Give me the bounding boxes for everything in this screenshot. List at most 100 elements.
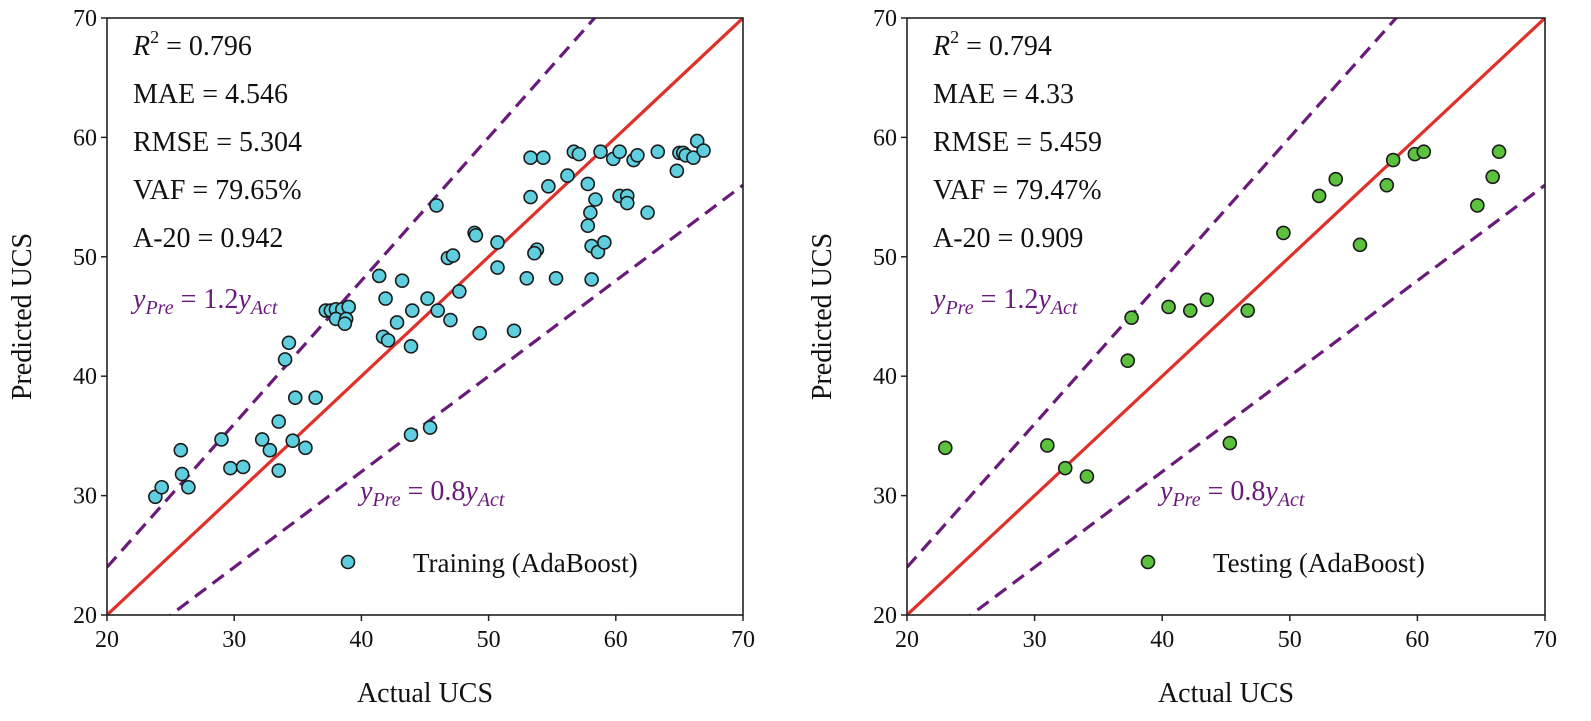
data-point (593, 144, 608, 160)
data-point (298, 440, 313, 456)
eq-subscript: Act (476, 489, 505, 511)
plot-frame (106, 17, 744, 616)
data-point (937, 440, 953, 456)
eq-y: y (1035, 284, 1051, 315)
eq-coefficient: = 1.2 (974, 284, 1039, 315)
data-point (1182, 303, 1198, 318)
data-point (173, 442, 189, 458)
r2-value: = 0.794 (959, 31, 1052, 62)
identity-line (907, 18, 1545, 615)
data-point (1079, 469, 1095, 484)
x-tick-label: 50 (477, 627, 501, 653)
legend-marker (340, 554, 356, 570)
data-point (271, 414, 287, 429)
data-point (430, 303, 446, 318)
data-point (1276, 225, 1291, 241)
eq-subscript: Act (1276, 489, 1305, 511)
data-point (630, 148, 645, 163)
chart-panel-2: 20 30 40 50 60 70 20 30 40 50 60 70 Actual UCS Predic… (807, 6, 1557, 709)
data-point (1385, 152, 1401, 168)
lower-bound-line (968, 183, 1545, 615)
eq-subscript: Act (249, 297, 278, 319)
data-point (588, 192, 603, 207)
eq-subscript: Pre (1171, 489, 1200, 511)
data-point (235, 459, 251, 475)
data-point (277, 352, 293, 367)
data-point (445, 248, 461, 263)
identity-line (107, 18, 743, 615)
x-tick-label: 50 (1278, 627, 1302, 653)
data-point (285, 433, 301, 448)
rmse-metric: RMSE = 5.304 (133, 127, 302, 158)
x-axis-label: Actual UCS (1158, 678, 1294, 709)
data-point (223, 460, 238, 476)
eq-y: y (130, 284, 146, 315)
upper-bound-label: yPre = 1.2yAct (130, 284, 278, 319)
data-point (650, 144, 666, 160)
data-point (1470, 198, 1485, 213)
eq-y: y (357, 476, 373, 507)
eq-coefficient: = 1.2 (174, 284, 239, 315)
data-point (1057, 460, 1073, 476)
y-tick-label: 50 (873, 245, 897, 271)
r2-superscript: 2 (150, 27, 159, 47)
data-point (404, 303, 420, 318)
eq-coefficient: = 0.8 (401, 476, 466, 507)
data-point (1328, 171, 1344, 187)
mae-metric: MAE = 4.33 (933, 79, 1074, 110)
eq-y: y (235, 284, 251, 315)
data-point (403, 427, 419, 443)
upper-bound-line (107, 18, 597, 569)
data-point (380, 333, 396, 348)
data-point (1485, 169, 1500, 185)
y-tick-label: 40 (873, 364, 897, 390)
a20-metric: A-20 = 0.942 (133, 223, 283, 254)
a20-metric: A-20 = 0.909 (933, 223, 1083, 254)
data-point (262, 442, 278, 458)
plot-frame (906, 17, 1546, 616)
eq-y: y (930, 284, 946, 315)
y-tick-label: 20 (73, 603, 97, 629)
data-point (281, 335, 297, 351)
data-point (506, 323, 522, 339)
y-tick-label: 70 (873, 6, 897, 32)
x-axis-label: Actual UCS (357, 678, 493, 709)
legend-label: Training (AdaBoost) (413, 548, 638, 578)
data-point (371, 268, 387, 284)
r2-symbol: R (132, 31, 150, 62)
data-point (612, 144, 627, 160)
y-tick-label: 40 (73, 364, 97, 390)
x-tick-label: 60 (604, 627, 628, 653)
x-tick-label: 20 (895, 627, 919, 653)
eq-y: y (1262, 476, 1278, 507)
data-point (443, 312, 458, 328)
r2-metric: R2 = 0.796 (132, 27, 252, 62)
data-point (389, 315, 405, 330)
data-point (429, 198, 444, 213)
upper-bound-line (907, 18, 1399, 569)
data-point (1161, 299, 1176, 315)
data-point (420, 291, 435, 306)
data-point (468, 228, 484, 243)
data-point (560, 168, 575, 183)
vaf-metric: VAF = 79.65% (133, 175, 302, 206)
eq-subscript: Act (1049, 297, 1078, 319)
data-point (686, 150, 701, 165)
x-tick-label: 40 (1150, 627, 1174, 653)
data-point (341, 299, 356, 315)
data-point (174, 466, 190, 482)
data-point (1379, 177, 1395, 193)
x-tick-label: 30 (1023, 627, 1047, 653)
data-point (580, 218, 596, 234)
data-point (403, 339, 419, 354)
data-point (1120, 353, 1136, 368)
data-point (378, 291, 393, 306)
r2-superscript: 2 (950, 27, 959, 47)
eq-subscript: Pre (144, 297, 173, 319)
vaf-metric: VAF = 79.47% (933, 175, 1102, 206)
legend-marker (1140, 554, 1156, 570)
r2-symbol: R (932, 31, 950, 62)
data-point (490, 260, 505, 275)
data-point (337, 316, 353, 331)
